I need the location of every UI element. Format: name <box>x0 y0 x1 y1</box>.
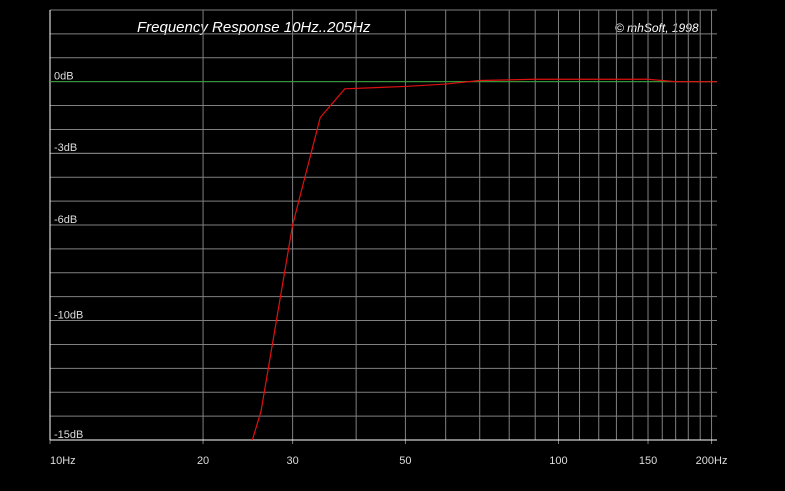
y-tick-label: -6dB <box>54 214 77 226</box>
x-tick-label: 30 <box>286 455 298 467</box>
x-tick-label: 150 <box>639 455 657 467</box>
y-tick-label: -10dB <box>54 309 83 321</box>
y-tick-label: 0dB <box>54 71 74 83</box>
x-tick-label: 10Hz <box>50 455 76 467</box>
x-tick-label: 200Hz <box>696 455 728 467</box>
y-tick-label: -15dB <box>54 429 83 441</box>
x-tick-label: 20 <box>197 455 209 467</box>
copyright: © mhSoft, 1998 <box>615 21 699 35</box>
x-tick-label: 50 <box>399 455 411 467</box>
y-tick-label: -3dB <box>54 142 77 154</box>
x-tick-label: 100 <box>549 455 567 467</box>
chart-title: Frequency Response 10Hz..205Hz <box>137 19 371 36</box>
response-curve <box>251 78 717 441</box>
